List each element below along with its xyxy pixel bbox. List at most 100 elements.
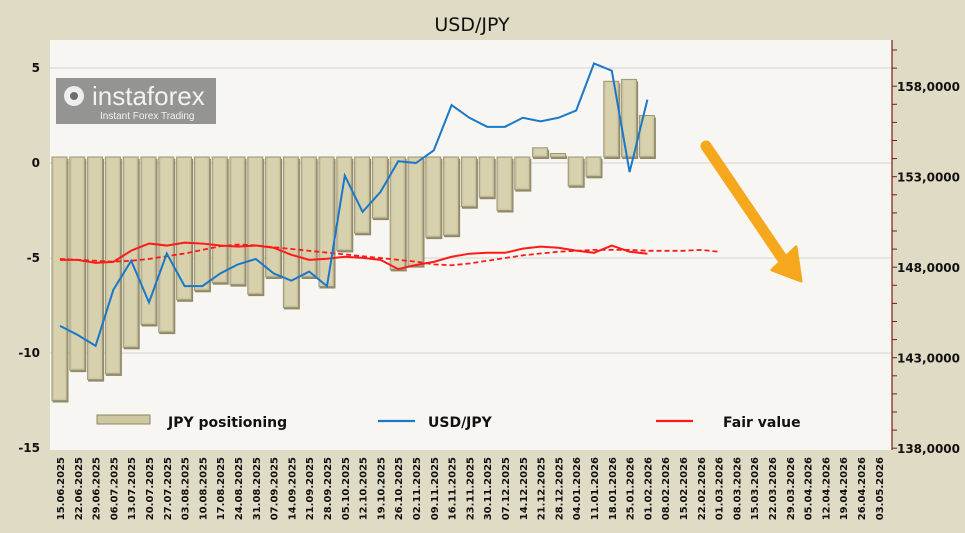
bar-highlight (54, 158, 65, 399)
right-tick-label: 138,0000 (897, 442, 960, 456)
left-tick-label: -15 (18, 441, 40, 455)
legend-label-fair-value: Fair value (723, 415, 801, 431)
legend-swatch-positioning (96, 414, 151, 425)
x-tick-label: 05.10.2025 (341, 457, 352, 520)
bar-highlight (196, 158, 208, 289)
left-axis: 5 0 -5 -10 -15 (18, 61, 40, 455)
legend-label-usdjpy: USD/JPY (428, 415, 493, 431)
bar-highlight (588, 158, 599, 175)
x-tick-label: 05.04.2026 (804, 457, 815, 520)
right-tick-label: 158,0000 (897, 80, 960, 94)
bar-highlight (463, 158, 475, 205)
usdjpy-line (59, 62, 649, 348)
x-tick-label: 29.06.2025 (92, 457, 103, 520)
right-tick-label: 148,0000 (897, 261, 960, 275)
x-tick-label: 24.08.2025 (234, 457, 245, 520)
x-tick-label: 18.01.2026 (608, 457, 619, 520)
x-axis: 15.06.2025 22.06.2025 29.06.2025 06.07.2025… (56, 457, 886, 520)
x-tick-label: 12.10.2025 (359, 457, 370, 520)
x-tick-label: 26.10.2025 (394, 457, 405, 520)
x-tick-label: 11.01.2026 (590, 457, 601, 520)
x-tick-label: 27.07.2025 (163, 457, 174, 520)
x-tick-label: 01.02.2026 (643, 457, 654, 520)
bar-highlight (178, 158, 190, 298)
x-tick-label: 28.12.2025 (554, 457, 565, 520)
x-tick-label: 21.12.2025 (537, 457, 548, 520)
bar-highlight (516, 158, 528, 188)
bar-highlight (143, 158, 154, 323)
x-tick-label: 19.10.2025 (376, 457, 387, 520)
bar-highlight (267, 158, 279, 275)
positioning-bars (51, 78, 656, 403)
left-tick-label: 5 (32, 61, 40, 75)
bar-highlight (641, 116, 653, 155)
x-tick-label: 28.09.2025 (323, 457, 334, 520)
bar-highlight (499, 158, 510, 209)
fair-value-line (60, 241, 648, 271)
x-tick-label: 13.07.2025 (127, 457, 138, 520)
bar-highlight (71, 158, 83, 369)
down-arrow-annotation (700, 140, 803, 283)
instaforex-watermark: instaforex Instant Forex Trading (56, 78, 216, 124)
bar-highlight (623, 80, 635, 155)
x-tick-label: 03.05.2026 (875, 457, 886, 520)
bar-highlight (214, 158, 226, 281)
x-tick-label: 12.04.2026 (821, 457, 832, 520)
bar-highlight (410, 158, 421, 264)
x-tick-label: 06.07.2025 (109, 457, 120, 520)
x-tick-label: 30.11.2025 (483, 457, 494, 520)
x-tick-label: 29.03.2026 (786, 457, 797, 520)
x-tick-label: 22.02.2026 (697, 457, 708, 520)
right-tick-label: 143,0000 (897, 352, 960, 366)
x-tick-label: 07.12.2025 (501, 457, 512, 520)
right-axis: 158,0000 153,0000 148,0000 143,0000 138,0000 (892, 49, 960, 456)
x-tick-label: 09.11.2025 (430, 457, 441, 520)
bar-highlight (445, 158, 457, 234)
x-tick-label: 14.12.2025 (519, 457, 530, 520)
x-tick-label: 26.04.2026 (857, 457, 868, 520)
left-tick-label: 0 (32, 156, 40, 170)
x-tick-label: 31.08.2025 (252, 457, 263, 520)
x-tick-label: 07.09.2025 (270, 457, 281, 520)
bar-highlight (303, 158, 315, 275)
bar-highlight (232, 158, 243, 283)
bar-highlight (374, 158, 386, 217)
x-tick-label: 03.08.2025 (181, 457, 192, 520)
bar-highlight (481, 158, 493, 196)
chart-title: USD/JPY (434, 14, 510, 36)
x-tick-label: 10.08.2025 (198, 457, 209, 520)
x-tick-label: 01.03.2026 (715, 457, 726, 520)
x-tick-label: 04.01.2026 (572, 457, 583, 520)
x-tick-label: 15.02.2026 (679, 457, 690, 520)
x-tick-label: 15.06.2025 (56, 457, 67, 520)
x-tick-label: 15.03.2026 (750, 457, 761, 520)
bar-highlight (534, 148, 546, 155)
x-tick-label: 02.11.2025 (412, 457, 423, 520)
gear-logo-icon (64, 86, 84, 106)
bar-highlight (89, 158, 101, 378)
bar-highlight (605, 82, 617, 155)
bar-highlight (285, 158, 297, 306)
x-tick-label: 21.09.2025 (305, 457, 316, 520)
x-tick-label: 23.11.2025 (465, 457, 476, 520)
bar-highlight (338, 158, 350, 249)
bar-highlight (427, 158, 439, 236)
bar-highlight (356, 158, 368, 232)
left-tick-label: -10 (18, 346, 40, 360)
x-tick-label: 17.08.2025 (216, 457, 227, 520)
gridlines (50, 67, 892, 354)
x-tick-label: 08.03.2026 (732, 457, 743, 520)
bar-highlight (249, 158, 261, 293)
bar-highlight (160, 158, 172, 331)
x-tick-label: 14.09.2025 (287, 457, 298, 520)
bar-highlight (552, 154, 564, 156)
x-tick-label: 22.06.2025 (74, 457, 85, 520)
x-tick-label: 25.01.2026 (626, 457, 637, 520)
bar-highlight (570, 158, 582, 184)
series-lines (59, 62, 719, 348)
legend-label-positioning: JPY positioning (167, 415, 287, 431)
x-tick-label: 19.04.2026 (839, 457, 850, 520)
x-tick-label: 16.11.2025 (448, 457, 459, 520)
watermark-tagline: Instant Forex Trading (100, 111, 195, 122)
